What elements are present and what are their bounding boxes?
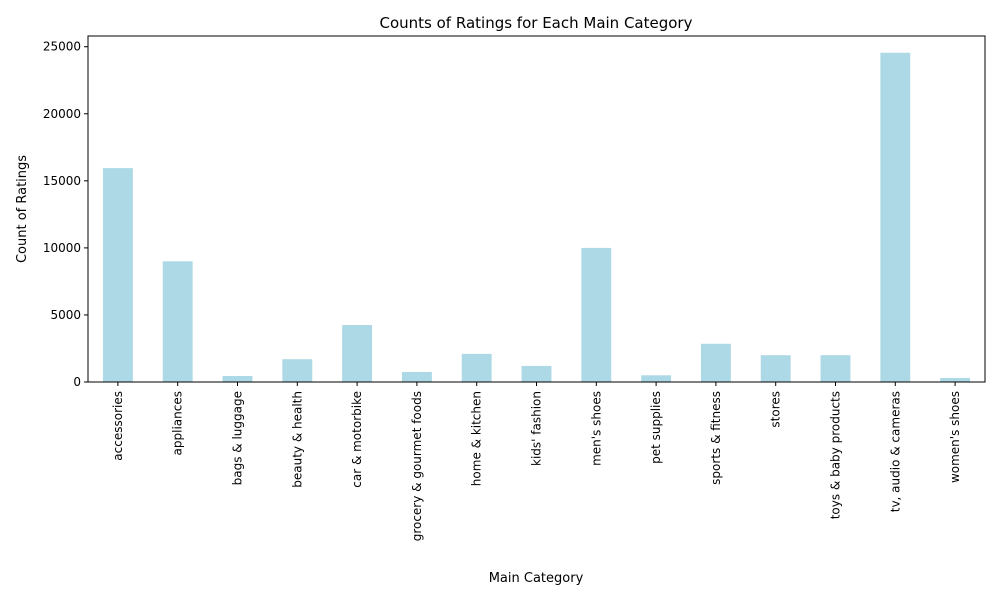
plot-area-frame bbox=[87, 35, 986, 383]
bar-12 bbox=[820, 355, 851, 382]
chart-title: Counts of Ratings for Each Main Category bbox=[380, 14, 693, 32]
x-tick-label: men's shoes bbox=[589, 391, 603, 466]
x-axis-ticks: accessories appliances bags & luggage beaut… bbox=[111, 382, 962, 541]
y-axis-label: Count of Ratings bbox=[15, 155, 30, 263]
bar-14 bbox=[940, 377, 971, 382]
x-tick-label: home & kitchen bbox=[470, 391, 484, 486]
x-axis-label: Main Category bbox=[489, 571, 584, 586]
bar-1 bbox=[162, 261, 193, 382]
bar-8 bbox=[581, 247, 612, 382]
x-tick-label: kids' fashion bbox=[530, 391, 544, 466]
x-tick-label: grocery & gourmet foods bbox=[410, 391, 424, 541]
y-tick-label: 0 bbox=[73, 375, 81, 389]
y-tick-label: 5000 bbox=[50, 308, 81, 322]
x-tick-label: car & motorbike bbox=[350, 391, 364, 488]
y-axis-ticks: 0 5000 10000 15000 20000 25000 bbox=[43, 40, 88, 389]
bar-6 bbox=[461, 353, 492, 382]
x-tick-label: stores bbox=[769, 391, 783, 428]
bar-4 bbox=[342, 325, 373, 382]
x-tick-label: sports & fitness bbox=[709, 391, 723, 485]
x-tick-label: women's shoes bbox=[948, 391, 962, 483]
bar-9 bbox=[641, 375, 672, 382]
bar-2 bbox=[222, 375, 253, 382]
y-tick-label: 15000 bbox=[43, 174, 81, 188]
bar-7 bbox=[521, 365, 552, 382]
x-tick-label: appliances bbox=[171, 391, 185, 455]
bars-layer bbox=[102, 52, 971, 382]
bar-5 bbox=[401, 371, 432, 382]
x-tick-label: bags & luggage bbox=[231, 391, 245, 485]
bar-0 bbox=[102, 168, 133, 382]
bar-10 bbox=[700, 343, 731, 382]
y-tick-label: 25000 bbox=[43, 40, 81, 54]
x-tick-label: toys & baby products bbox=[829, 391, 843, 519]
y-tick-label: 20000 bbox=[43, 107, 81, 121]
bar-11 bbox=[760, 355, 791, 382]
x-tick-label: beauty & health bbox=[290, 391, 304, 488]
x-tick-label: accessories bbox=[111, 391, 125, 461]
x-tick-label: tv, audio & cameras bbox=[888, 391, 902, 512]
x-tick-label: pet supplies bbox=[649, 391, 663, 464]
bar-13 bbox=[880, 52, 911, 382]
bar-3 bbox=[282, 359, 313, 382]
y-tick-label: 10000 bbox=[43, 241, 81, 255]
